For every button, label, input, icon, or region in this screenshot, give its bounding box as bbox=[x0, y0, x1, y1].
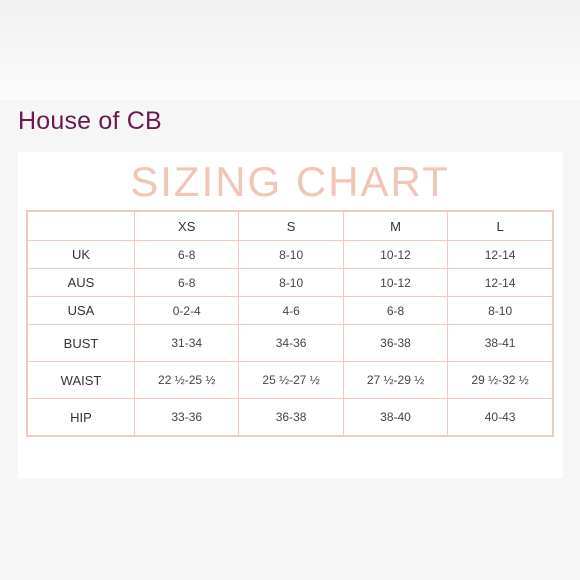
table-row: HIP 33-36 36-38 38-40 40-43 bbox=[26, 398, 554, 437]
table-cell: 12-14 bbox=[447, 268, 554, 297]
table-cell: 36-38 bbox=[342, 324, 449, 362]
table-row: UK 6-8 8-10 10-12 12-14 bbox=[26, 240, 554, 269]
table-cell: 4-6 bbox=[238, 296, 344, 325]
column-header-l: L bbox=[447, 210, 554, 241]
table-cell: 40-43 bbox=[447, 398, 554, 437]
corner-cell bbox=[26, 210, 135, 241]
bottom-background bbox=[0, 478, 580, 580]
row-label-usa: USA bbox=[26, 296, 135, 325]
table-row: WAIST 22 ½-25 ½ 25 ½-27 ½ 27 ½-29 ½ 29 ½… bbox=[26, 361, 554, 399]
row-label-hip: HIP bbox=[26, 398, 135, 437]
table-cell: 12-14 bbox=[447, 240, 554, 269]
size-table: XS S M L UK 6-8 8-10 10-12 12-14 AUS 6-8… bbox=[26, 210, 554, 437]
table-header-row: XS S M L bbox=[26, 210, 554, 241]
row-label-aus: AUS bbox=[26, 268, 135, 297]
table-cell: 6-8 bbox=[342, 296, 449, 325]
table-row: AUS 6-8 8-10 10-12 12-14 bbox=[26, 268, 554, 297]
chart-title: SIZING CHART bbox=[130, 158, 450, 205]
table-cell: 8-10 bbox=[447, 296, 554, 325]
table-cell: 34-36 bbox=[238, 324, 344, 362]
brand-name: House of CB bbox=[18, 107, 162, 135]
table-cell: 6-8 bbox=[133, 268, 240, 297]
table-cell: 38-41 bbox=[447, 324, 554, 362]
table-cell: 33-36 bbox=[133, 398, 240, 437]
row-label-bust: BUST bbox=[26, 324, 135, 362]
column-header-s: S bbox=[238, 210, 344, 241]
table-cell: 31-34 bbox=[133, 324, 240, 362]
top-background bbox=[0, 0, 580, 100]
table-cell: 27 ½-29 ½ bbox=[342, 361, 449, 399]
table-cell: 22 ½-25 ½ bbox=[133, 361, 240, 399]
table-cell: 29 ½-32 ½ bbox=[447, 361, 554, 399]
column-header-xs: XS bbox=[133, 210, 240, 241]
table-cell: 8-10 bbox=[238, 240, 344, 269]
table-row: BUST 31-34 34-36 36-38 38-41 bbox=[26, 324, 554, 362]
table-cell: 0-2-4 bbox=[133, 296, 240, 325]
row-label-waist: WAIST bbox=[26, 361, 135, 399]
table-row: USA 0-2-4 4-6 6-8 8-10 bbox=[26, 296, 554, 325]
table-cell: 36-38 bbox=[238, 398, 344, 437]
table-cell: 10-12 bbox=[342, 268, 449, 297]
table-cell: 8-10 bbox=[238, 268, 344, 297]
column-header-m: M bbox=[342, 210, 449, 241]
table-cell: 25 ½-27 ½ bbox=[238, 361, 344, 399]
table-cell: 38-40 bbox=[342, 398, 449, 437]
row-label-uk: UK bbox=[26, 240, 135, 269]
table-cell: 6-8 bbox=[133, 240, 240, 269]
table-cell: 10-12 bbox=[342, 240, 449, 269]
